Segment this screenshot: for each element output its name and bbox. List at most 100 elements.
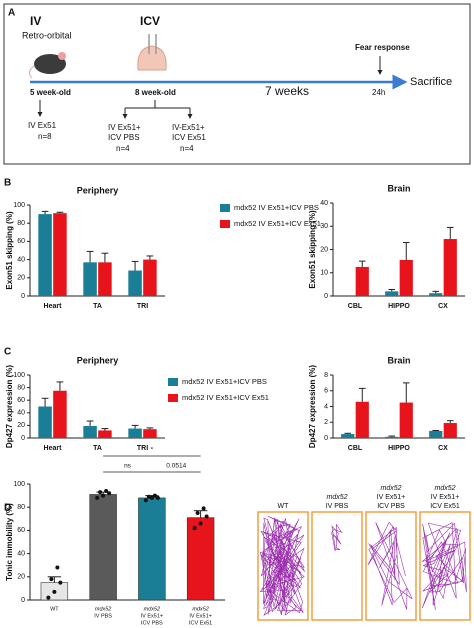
y-tick-label: 60 — [17, 397, 25, 404]
y-tick-label: 6 — [324, 388, 328, 395]
arena — [311, 511, 363, 621]
bar — [53, 390, 67, 438]
significance-label: 0.0514 — [166, 463, 186, 470]
x-tick-label: mdx52 — [192, 606, 209, 612]
data-point — [95, 495, 100, 500]
group-label: IV Ex51 — [28, 121, 57, 130]
fear-label: Fear response — [355, 43, 410, 52]
x-tick-label: TRI — [137, 303, 148, 310]
data-point — [58, 580, 63, 585]
route-label: Retro-orbital — [22, 30, 72, 40]
y-tick-label: 60 — [17, 527, 25, 534]
x-tick-label: Heart — [44, 445, 63, 452]
data-point — [198, 521, 203, 526]
track-path — [259, 515, 305, 616]
bar — [89, 494, 117, 601]
y-tick-label: 80 — [17, 384, 25, 391]
legend-swatch — [168, 378, 178, 386]
y-tick-label: 0 — [324, 293, 328, 300]
x-tick-label: IV Ex51+ — [141, 613, 163, 619]
group-label: IV Ex51+ — [108, 123, 141, 132]
bar — [143, 429, 157, 438]
y-tick-label: 0 — [21, 435, 25, 442]
y-tick-label: 8 — [324, 372, 328, 379]
bar — [138, 497, 166, 601]
panel-label: A — [8, 8, 15, 19]
bar — [429, 430, 443, 438]
x-tick-label: CX — [438, 303, 448, 310]
x-tick-label: HIPPO — [388, 303, 410, 310]
y-tick-label: 40 — [320, 200, 328, 207]
track-label: ICV PBS — [377, 503, 405, 510]
iv-label: IV — [30, 14, 41, 28]
y-tick-label: 40 — [17, 550, 25, 557]
panel-label: B — [4, 178, 11, 189]
bar — [429, 293, 443, 296]
data-point — [155, 495, 160, 500]
bar — [385, 436, 399, 438]
data-point — [52, 589, 57, 594]
x-tick-label: IV PBS — [94, 613, 112, 619]
y-tick-label: 0 — [21, 597, 25, 604]
y-tick-label: 10 — [320, 270, 328, 277]
y-axis-label: Exon51 skipping (%) — [5, 211, 14, 290]
track-label: IV PBS — [326, 503, 349, 510]
data-point — [146, 494, 151, 499]
bar — [355, 266, 369, 296]
track-label: IV Ex51+ — [377, 494, 406, 501]
group-label: n=4 — [116, 144, 130, 153]
legend-label: mdx52 IV Ex51+ICV PBS — [182, 377, 267, 386]
bar — [186, 517, 215, 601]
bar — [98, 430, 112, 438]
track-label: mdx52 — [326, 494, 347, 501]
y-tick-label: 40 — [17, 410, 25, 417]
x-tick-label: ICV Ex51 — [189, 620, 212, 626]
bar — [355, 401, 369, 438]
bar — [83, 262, 97, 296]
data-point — [192, 526, 197, 531]
age-label: 8 week-old — [135, 88, 176, 97]
track-label: ICV Ex51 — [430, 503, 460, 510]
group-label: ICV PBS — [108, 133, 140, 142]
group-label: n=4 — [180, 144, 194, 153]
x-tick-label: TRI — [137, 445, 148, 452]
data-point — [46, 595, 51, 600]
x-tick-label: CX — [438, 445, 448, 452]
y-tick-label: 20 — [17, 422, 25, 429]
panel-a: A IV Retro-orbital ICV Fear response Sac… — [3, 3, 471, 165]
group-label: ICV Ex51 — [172, 133, 206, 142]
y-axis-label: Tonic immobility (%) — [5, 503, 14, 581]
bar — [443, 239, 457, 296]
data-point — [107, 491, 112, 496]
bar — [83, 426, 97, 438]
bar — [385, 291, 399, 296]
mouse-icon — [34, 54, 66, 74]
legend-swatch — [168, 394, 178, 402]
chart-title: Periphery — [77, 185, 119, 195]
data-point — [149, 495, 154, 500]
x-tick-label: IV Ex51+ — [189, 613, 211, 619]
y-tick-label: 80 — [17, 504, 25, 511]
group-label: IV-Ex51+ — [172, 123, 205, 132]
data-point — [55, 565, 60, 570]
chart-title: Brain — [387, 183, 410, 193]
x-tick-label: Heart — [44, 303, 63, 310]
y-tick-label: 40 — [17, 256, 25, 263]
y-tick-label: 60 — [17, 238, 25, 245]
x-tick-label: WT — [50, 606, 59, 612]
y-tick-label: 100 — [13, 481, 25, 488]
bar — [38, 406, 52, 438]
y-tick-label: 20 — [320, 246, 328, 253]
y-tick-label: 0 — [21, 293, 25, 300]
bar — [143, 259, 157, 296]
legend-swatch — [220, 220, 230, 228]
track-label: WT — [278, 503, 290, 510]
y-tick-label: 20 — [17, 574, 25, 581]
y-axis-label: Dp427 expression (%) — [5, 365, 14, 448]
x-tick-label: ICV PBS — [141, 620, 163, 626]
legend-swatch — [220, 204, 230, 212]
brain-icon — [137, 45, 167, 71]
track-path — [367, 521, 413, 610]
mouse-tail — [28, 65, 35, 79]
x-tick-label: CBL — [348, 445, 363, 452]
